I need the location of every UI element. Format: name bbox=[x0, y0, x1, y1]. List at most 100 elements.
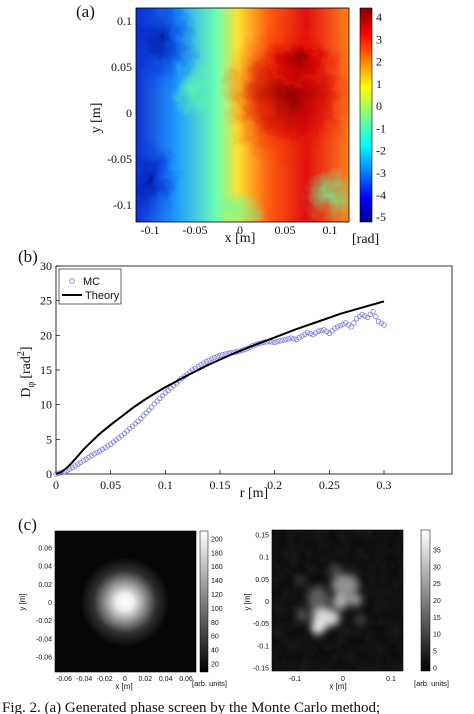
panel-c-left-ytick: -0.04 bbox=[36, 636, 52, 643]
panel-c-right-colorbar-tick: 0 bbox=[433, 665, 437, 672]
panel-a-xlabel: x [m] bbox=[225, 231, 256, 246]
mc-point bbox=[140, 413, 147, 419]
panel-c-left-colorbar-tick: 20 bbox=[211, 661, 219, 668]
panel-c-left-image bbox=[55, 531, 196, 672]
panel-c-left-ytick: 0 bbox=[48, 600, 52, 607]
panel-a-colorbar-tick: 1 bbox=[376, 77, 382, 91]
mc-point bbox=[72, 463, 78, 469]
mc-point bbox=[198, 362, 204, 368]
panel-c-left-colorbar-tick: 160 bbox=[211, 564, 223, 571]
mc-point bbox=[304, 329, 311, 336]
panel-a-ytick: 0.1 bbox=[117, 14, 132, 28]
mc-point bbox=[165, 387, 171, 394]
panel-c-right-ytick: 0.1 bbox=[259, 555, 269, 562]
panel-c-right-ytick: 0 bbox=[265, 599, 269, 606]
panel-c-left-xtick: 0 bbox=[123, 676, 127, 683]
mc-point bbox=[381, 322, 387, 328]
mc-point bbox=[69, 465, 76, 471]
panel-a-xtick: 0.05 bbox=[275, 223, 296, 237]
panel-b-ylabel: Dφ[rad2] bbox=[16, 346, 37, 397]
panel-a-colorbar-tick: -4 bbox=[376, 188, 386, 202]
panel-a-ytick: 0.05 bbox=[111, 60, 132, 74]
mc-point bbox=[220, 352, 226, 358]
panel-a-colorbar-tick: 4 bbox=[376, 10, 382, 24]
mc-point bbox=[80, 458, 87, 464]
mc-point bbox=[288, 335, 294, 341]
panel-c-left-xlabel: x [m] bbox=[115, 682, 132, 691]
mc-point bbox=[138, 415, 144, 422]
panel-a-colorbar-tick: 0 bbox=[376, 99, 382, 113]
panel-c-left-x-ticks: -0.06 -0.04 -0.02 0 0.02 0.04 0.06 bbox=[56, 676, 193, 683]
panel-c-right-ytick: 0.05 bbox=[255, 577, 269, 584]
panel-b-ytick: 5 bbox=[46, 432, 52, 446]
panel-b-xlabel: r [m] bbox=[240, 486, 268, 501]
panel-c-right-ytick: -0.05 bbox=[253, 621, 269, 628]
mc-point bbox=[77, 459, 84, 466]
phase-screen-image bbox=[136, 8, 349, 222]
panel-c-left-ytick: -0.02 bbox=[36, 618, 52, 625]
mc-point bbox=[307, 330, 313, 337]
mc-point bbox=[88, 452, 95, 459]
mc-point bbox=[154, 398, 160, 404]
mc-point bbox=[351, 320, 357, 326]
mc-point bbox=[373, 313, 379, 320]
panel-a-xtick: -0.1 bbox=[141, 223, 160, 237]
mc-point bbox=[334, 324, 341, 330]
panel-c-left-xtick: -0.06 bbox=[56, 676, 72, 683]
mc-point bbox=[75, 461, 81, 467]
panel-b-label: (b) bbox=[18, 247, 38, 266]
mc-point bbox=[378, 320, 384, 326]
mc-point bbox=[209, 356, 215, 362]
mc-point bbox=[345, 322, 352, 328]
mc-point bbox=[121, 430, 128, 437]
panel-c-left-colorbar-tick: 140 bbox=[211, 578, 223, 585]
panel-c-right-colorbar-tick: 15 bbox=[433, 615, 441, 622]
legend-theory-label: Theory bbox=[85, 290, 120, 302]
panel-c-label: (c) bbox=[18, 515, 37, 534]
mc-point bbox=[94, 449, 100, 456]
mc-point bbox=[66, 466, 73, 472]
mc-point bbox=[127, 425, 133, 432]
mc-point bbox=[296, 335, 302, 341]
panel-c-right-image bbox=[272, 530, 403, 671]
panel-c-left-colorbar-tick: 40 bbox=[211, 648, 219, 655]
mc-point bbox=[329, 328, 335, 334]
mc-point bbox=[302, 331, 308, 337]
panel-c-left-ylabel: y [m] bbox=[18, 593, 27, 610]
panel-a-xtick: 0 bbox=[237, 223, 243, 237]
mc-point bbox=[105, 443, 111, 449]
mc-point bbox=[375, 318, 382, 325]
mc-point bbox=[217, 352, 223, 359]
panel-b-ytick: 25 bbox=[40, 294, 52, 308]
mc-point bbox=[293, 336, 300, 343]
panel-c-left-colorbar-tick: 180 bbox=[211, 550, 223, 557]
panel-c-left-colorbar-tick: 100 bbox=[211, 606, 223, 613]
panel-c-right-ytick: 0.15 bbox=[255, 532, 269, 539]
panel-a-colorbar-tick: -5 bbox=[376, 210, 386, 224]
panel-a-ylabel: y [m] bbox=[89, 103, 104, 134]
panel-c-left-colorbar-tick: 60 bbox=[211, 634, 219, 641]
panel-a-colorbar-tick: 2 bbox=[376, 55, 382, 69]
panel-b-xtick: 0.2 bbox=[267, 478, 282, 492]
panel-b-xtick: 0.3 bbox=[377, 478, 392, 492]
panel-b-ytick: 10 bbox=[40, 398, 52, 412]
mc-point bbox=[285, 336, 292, 342]
mc-point bbox=[362, 313, 368, 319]
panel-c-right-colorbar-ticks: 35 30 25 20 15 10 5 0 bbox=[433, 547, 441, 672]
panel-c-right-ytick: -0.15 bbox=[253, 665, 269, 672]
panel-c-left-xtick: -0.04 bbox=[76, 676, 92, 683]
mc-point bbox=[157, 395, 163, 402]
panel-b-series bbox=[53, 300, 387, 477]
mc-point bbox=[159, 392, 166, 399]
panel-a-xtick: -0.05 bbox=[183, 223, 208, 237]
mc-point bbox=[151, 401, 158, 407]
panel-c-right-colorbar-tick: 35 bbox=[433, 547, 441, 554]
panel-c-right-xtick: -0.1 bbox=[289, 676, 301, 683]
panel-c-left-ytick: 0.06 bbox=[38, 545, 52, 552]
panel-b-ytick: 0 bbox=[46, 467, 52, 481]
panel-c-right-colorbar-tick: 5 bbox=[433, 649, 437, 656]
mc-point bbox=[97, 448, 103, 454]
mc-point bbox=[206, 357, 212, 363]
mc-point bbox=[83, 456, 89, 462]
mc-point bbox=[116, 435, 122, 441]
